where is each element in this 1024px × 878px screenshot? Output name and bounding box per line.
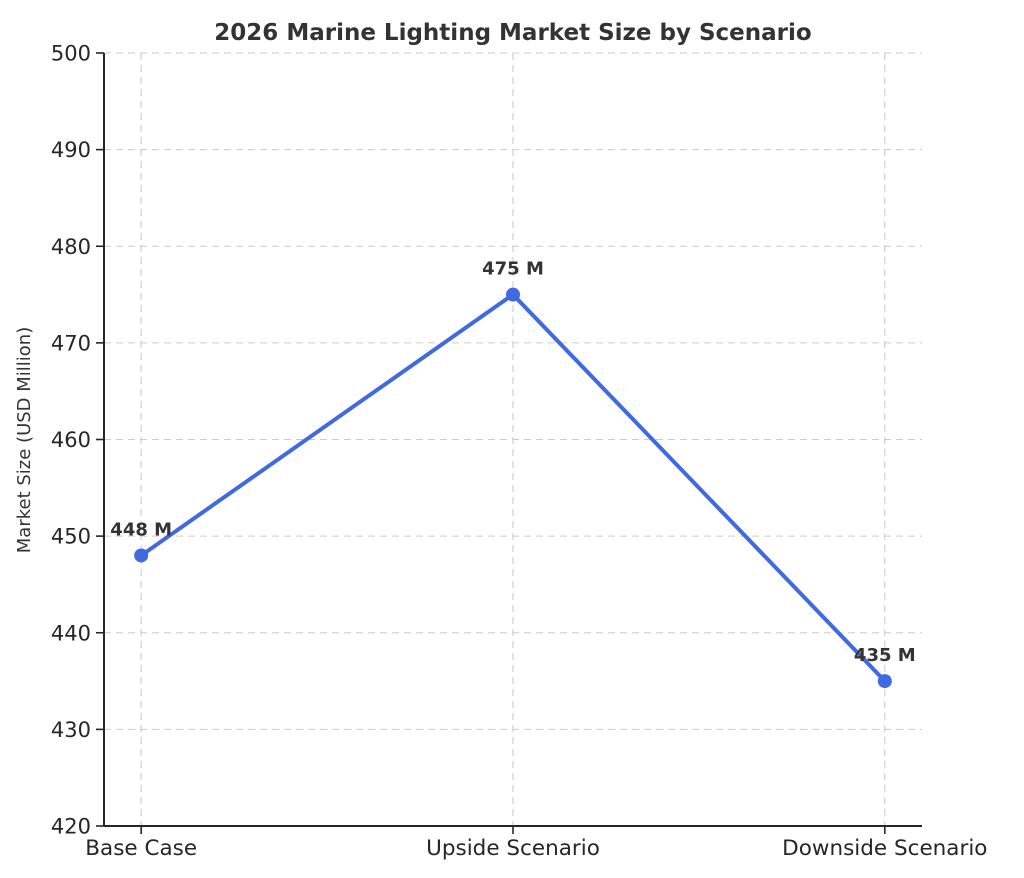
data-point-marker [506, 287, 520, 302]
label-layer: 420 430 440 450 460 470 480 490 500 Base Case Upsi… [51, 42, 988, 862]
data-point-marker [134, 548, 149, 563]
data-point-label: 475 M [482, 259, 544, 280]
data-point-label: 435 M [854, 645, 916, 666]
y-tick-label: 470 [51, 331, 91, 355]
data-point-marker [877, 674, 892, 689]
y-tick-label: 460 [51, 428, 91, 452]
y-tick-label: 450 [51, 525, 91, 549]
series-layer [134, 287, 892, 689]
chart-title: 2026 Marine Lighting Market Size by Scen… [214, 20, 811, 46]
x-tick-label: Upside Scenario [426, 836, 600, 861]
y-tick-label: 430 [51, 718, 91, 742]
axes-layer [96, 52, 922, 834]
y-tick-label: 440 [51, 621, 91, 645]
y-tick-label: 500 [51, 42, 91, 66]
y-tick-label: 420 [51, 815, 91, 839]
data-point-label: 448 M [110, 519, 172, 540]
y-tick-label: 490 [51, 138, 91, 162]
y-axis-label: Market Size (USD Million) [14, 327, 35, 553]
grid-layer [104, 52, 922, 827]
x-tick-label: Base Case [85, 836, 197, 861]
y-tick-label: 480 [51, 235, 91, 259]
x-tick-label: Downside Scenario [782, 836, 987, 861]
